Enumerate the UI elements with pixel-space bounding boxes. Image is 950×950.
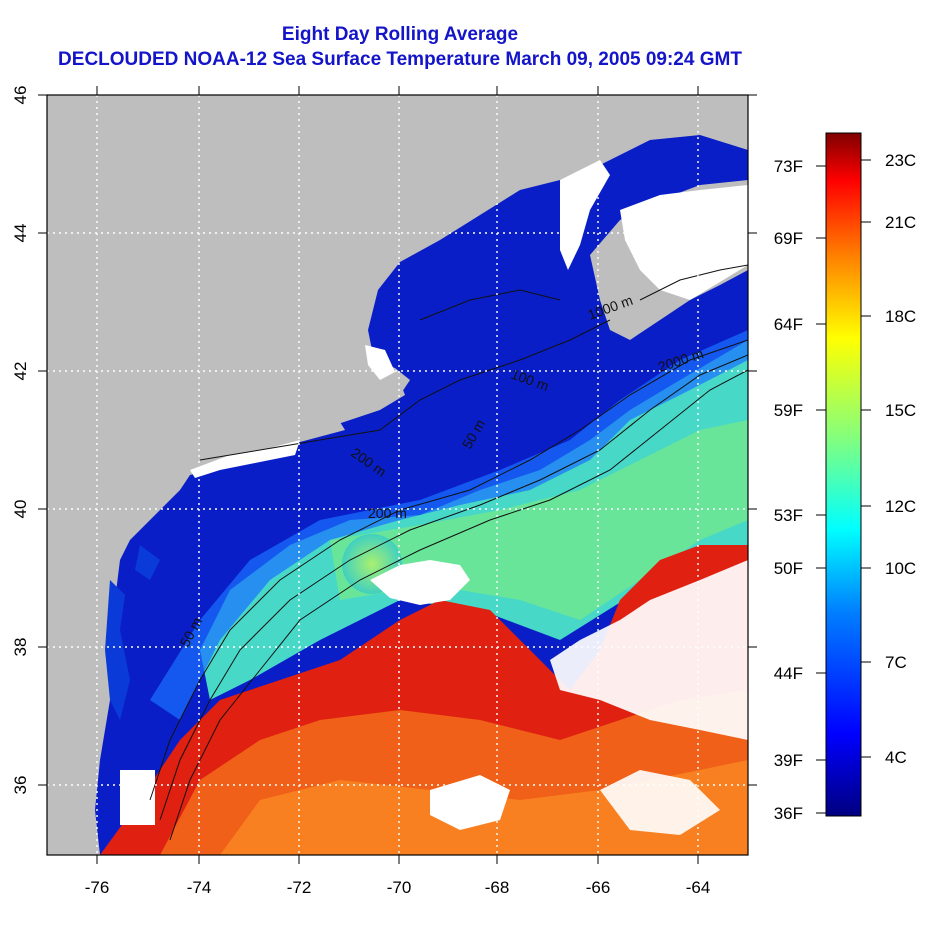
- lat-label: 44: [11, 224, 30, 243]
- land-long-island: [250, 422, 345, 450]
- lon-label: -66: [586, 878, 611, 897]
- celsius-label: 15C: [885, 401, 916, 420]
- cloud-hatteras: [120, 770, 155, 825]
- celsius-labels: 23C 21C 18C 15C 12C 10C 7C 4C: [885, 151, 916, 767]
- chesapeake-bay: [105, 580, 130, 720]
- title-line-2: DECLOUDED NOAA-12 Sea Surface Temperatur…: [58, 49, 742, 70]
- lon-label: -72: [287, 878, 312, 897]
- fahrenheit-label: 69F: [774, 229, 803, 248]
- fahrenheit-label: 73F: [774, 157, 803, 176]
- cloud-central: [370, 560, 470, 605]
- fahrenheit-label: 53F: [774, 506, 803, 525]
- lat-label: 38: [11, 638, 30, 657]
- lat-tick-labels: 36 38 40 42 44 46: [11, 86, 30, 795]
- celsius-label: 18C: [885, 307, 916, 326]
- lon-label: -74: [187, 878, 212, 897]
- cloud-cape-cod: [365, 345, 395, 380]
- lon-label: -76: [85, 878, 110, 897]
- lon-tick-marks: [96, 86, 699, 864]
- title-line-1: Eight Day Rolling Average: [281, 24, 519, 45]
- land-northeast: [47, 95, 748, 855]
- lon-label: -70: [387, 878, 412, 897]
- delaware-bay: [135, 545, 160, 580]
- lon-label: -68: [485, 878, 510, 897]
- fahrenheit-labels: 73F 69F 64F 59F 53F 50F 44F 39F 36F: [774, 157, 803, 823]
- cloud-coast-nj: [190, 440, 300, 478]
- celsius-label: 7C: [885, 653, 907, 672]
- contour-label-200m: 200 m: [368, 505, 407, 521]
- celsius-label: 23C: [885, 151, 916, 170]
- cloud-south: [430, 775, 510, 830]
- lon-tick-labels: -76 -74 -72 -70 -68 -66 -64: [85, 878, 711, 897]
- fahrenheit-label: 44F: [774, 664, 803, 683]
- cloud-southeast-2: [600, 770, 720, 835]
- lat-label: 46: [11, 86, 30, 105]
- lon-label: -64: [686, 878, 711, 897]
- map-panel: 50 m 200 m 1000 m 2000 m 50 m 200 m 100 …: [47, 95, 748, 855]
- cloud-gulf-of-maine-coast: [560, 160, 610, 270]
- celsius-label: 12C: [885, 497, 916, 516]
- fahrenheit-label: 59F: [774, 401, 803, 420]
- fahrenheit-label: 36F: [774, 804, 803, 823]
- map-title: Eight Day Rolling Average DECLOUDED NOAA…: [0, 22, 800, 72]
- lat-label: 36: [11, 776, 30, 795]
- bathymetry-contours: [149, 264, 748, 841]
- fahrenheit-ticks: [816, 165, 826, 814]
- celsius-label: 4C: [885, 748, 907, 767]
- map-frame: [46, 94, 749, 856]
- celsius-label: 21C: [885, 213, 916, 232]
- celsius-label: 10C: [885, 559, 916, 578]
- celsius-ticks: [861, 159, 871, 758]
- lat-label: 42: [11, 362, 30, 381]
- fahrenheit-label: 39F: [774, 751, 803, 770]
- shelf-blue: [150, 330, 748, 720]
- graticule: [47, 95, 748, 855]
- lat-tick-marks: [38, 94, 757, 786]
- fahrenheit-label: 50F: [774, 559, 803, 578]
- colorbar: [825, 132, 862, 817]
- lat-label: 40: [11, 500, 30, 519]
- fahrenheit-label: 64F: [774, 315, 803, 334]
